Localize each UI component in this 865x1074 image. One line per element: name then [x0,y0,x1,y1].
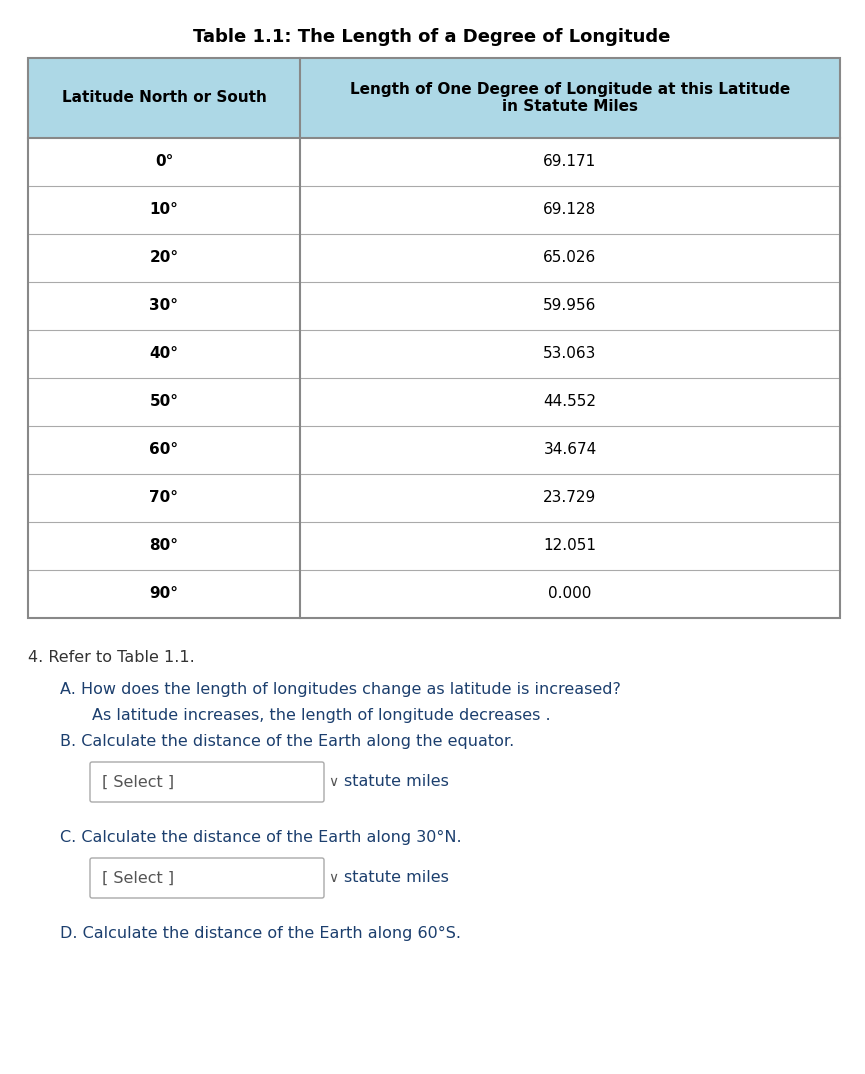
Text: 40°: 40° [150,347,178,362]
Bar [28,426,840,474]
Text: ∨: ∨ [328,871,338,885]
Text: D. Calculate the distance of the Earth along 60°S.: D. Calculate the distance of the Earth a… [60,926,461,941]
Text: statute miles: statute miles [344,774,449,789]
Text: [ Select ]: [ Select ] [102,871,174,885]
Text: 70°: 70° [150,491,178,506]
Text: 34.674: 34.674 [543,442,597,458]
Text: 0°: 0° [155,155,173,170]
FancyBboxPatch shape [90,761,324,802]
Bar [28,234,840,282]
Bar [28,474,840,522]
Text: 69.128: 69.128 [543,203,597,218]
Bar [28,58,840,618]
Bar [28,522,840,570]
Bar [28,378,840,426]
Text: 0.000: 0.000 [548,586,592,601]
Text: 23.729: 23.729 [543,491,597,506]
Bar [28,137,840,186]
Text: Latitude North or South: Latitude North or South [61,90,266,105]
Text: C. Calculate the distance of the Earth along 30°N.: C. Calculate the distance of the Earth a… [60,830,462,845]
Bar [28,330,840,378]
Text: 4. Refer to Table 1.1.: 4. Refer to Table 1.1. [28,650,195,665]
Text: 80°: 80° [150,538,178,553]
Bar [28,186,840,234]
Text: 10°: 10° [150,203,178,218]
Text: 53.063: 53.063 [543,347,597,362]
Text: Length of One Degree of Longitude at this Latitude
in Statute Miles: Length of One Degree of Longitude at thi… [349,82,790,114]
Text: 20°: 20° [150,250,178,265]
Text: statute miles: statute miles [344,871,449,885]
Text: Table 1.1: The Length of a Degree of Longitude: Table 1.1: The Length of a Degree of Lon… [193,28,670,46]
Text: [ Select ]: [ Select ] [102,774,174,789]
Text: 12.051: 12.051 [543,538,597,553]
Bar [28,58,840,137]
Text: As latitude increases, the length of longitude decreases .: As latitude increases, the length of lon… [92,708,551,723]
Text: 65.026: 65.026 [543,250,597,265]
Bar [28,570,840,618]
Text: 59.956: 59.956 [543,299,597,314]
Text: 69.171: 69.171 [543,155,597,170]
Text: 50°: 50° [150,394,178,409]
FancyBboxPatch shape [90,858,324,898]
Text: 44.552: 44.552 [543,394,597,409]
Text: A. How does the length of longitudes change as latitude is increased?: A. How does the length of longitudes cha… [60,682,621,697]
Bar [28,282,840,330]
Text: 60°: 60° [150,442,178,458]
Text: B. Calculate the distance of the Earth along the equator.: B. Calculate the distance of the Earth a… [60,734,515,749]
Text: 30°: 30° [150,299,178,314]
Text: 90°: 90° [150,586,178,601]
Text: ∨: ∨ [328,775,338,789]
